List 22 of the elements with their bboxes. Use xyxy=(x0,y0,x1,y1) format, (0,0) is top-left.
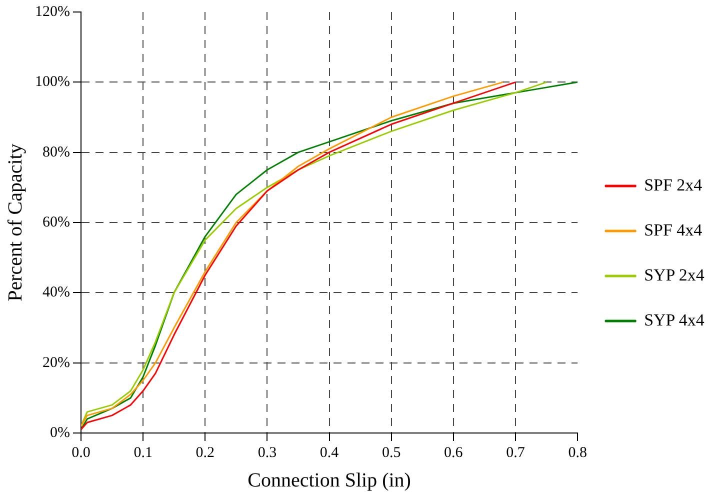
y-tick-label: 40% xyxy=(42,284,70,301)
y-tick-label: 20% xyxy=(42,354,70,371)
y-tick-label: 0% xyxy=(50,424,70,441)
legend-label: SPF 2x4 xyxy=(644,175,703,194)
x-tick-label: 0.4 xyxy=(320,444,340,461)
x-tick-label: 0.6 xyxy=(444,444,464,461)
x-tick-label: 0.2 xyxy=(196,444,215,461)
legend-label: SPF 4x4 xyxy=(644,220,703,240)
legend-label: SYP 4x4 xyxy=(644,310,705,330)
x-axis-title: Connection Slip (in) xyxy=(248,469,411,492)
x-tick-label: 0.5 xyxy=(382,444,401,461)
x-tick-label: 0.8 xyxy=(568,444,587,461)
y-axis-title: Percent of Capacity xyxy=(4,144,26,302)
x-tick-label: 0.0 xyxy=(72,444,90,461)
x-tick-label: 0.7 xyxy=(506,444,526,461)
x-tick-label: 0.3 xyxy=(258,444,277,461)
y-tick-label: 80% xyxy=(42,144,70,160)
legend-label: SYP 2x4 xyxy=(644,265,705,284)
y-tick-label: 100% xyxy=(34,74,70,90)
y-tick-label: 60% xyxy=(42,214,70,230)
y-tick-label: 120% xyxy=(34,4,70,20)
x-tick-label: 0.1 xyxy=(134,444,152,461)
